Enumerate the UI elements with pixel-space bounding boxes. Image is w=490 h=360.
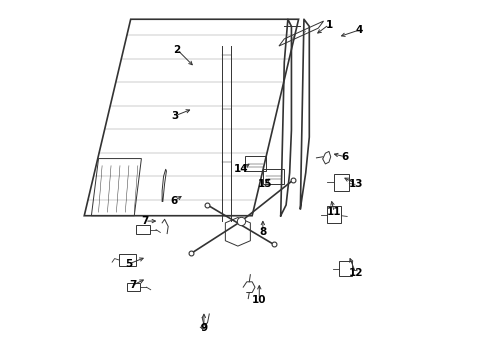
Bar	[263, 168, 284, 184]
Text: 7: 7	[129, 280, 136, 291]
Bar	[334, 174, 349, 191]
Text: 14: 14	[234, 164, 249, 174]
Text: 6: 6	[170, 197, 177, 206]
Text: 4: 4	[356, 25, 363, 35]
Bar	[327, 206, 342, 223]
Bar	[136, 225, 149, 234]
Text: 12: 12	[348, 268, 363, 278]
Text: 5: 5	[125, 259, 132, 269]
Bar	[119, 253, 136, 266]
Text: 7: 7	[141, 216, 148, 226]
Text: 8: 8	[259, 227, 267, 237]
Text: 3: 3	[172, 111, 179, 121]
Text: 1: 1	[325, 19, 333, 30]
Text: 10: 10	[252, 295, 267, 305]
Bar	[339, 261, 352, 276]
Text: 11: 11	[327, 207, 342, 217]
Text: 13: 13	[348, 179, 363, 189]
Bar	[245, 156, 266, 171]
Bar	[127, 283, 140, 292]
Text: 2: 2	[173, 45, 181, 55]
Text: 6: 6	[342, 152, 349, 162]
Text: 9: 9	[200, 323, 207, 333]
Text: 15: 15	[257, 179, 272, 189]
